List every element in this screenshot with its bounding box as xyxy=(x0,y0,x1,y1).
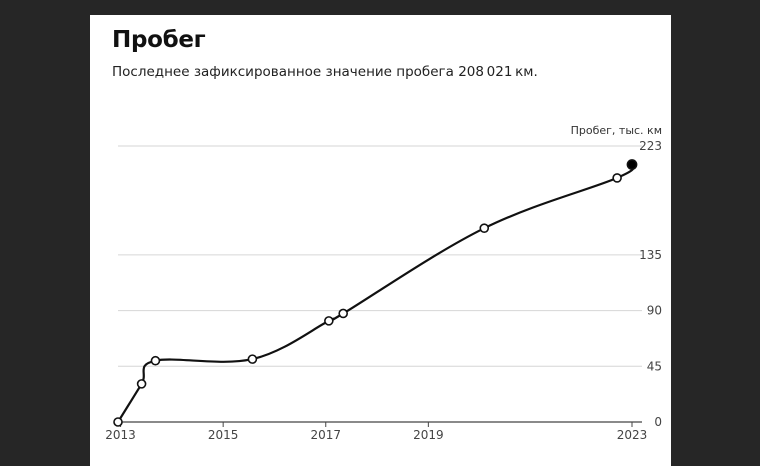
gridlines xyxy=(118,145,642,423)
data-point xyxy=(247,354,258,364)
data-point xyxy=(479,223,490,233)
data-points xyxy=(113,159,638,427)
chart-subtitle: Последнее зафиксированное значение пробе… xyxy=(112,64,538,80)
y-axis-label: Пробег, тыс. км xyxy=(571,124,662,137)
line-chart: 0 45 90 135 223 2013 2015 2017 2019 2023 Пробег,… xyxy=(105,124,662,442)
y-tick-labels: 0 45 90 135 223 xyxy=(639,139,662,429)
data-point xyxy=(136,379,147,389)
data-point xyxy=(150,355,161,366)
data-point xyxy=(338,308,348,319)
mileage-line xyxy=(116,163,635,424)
axis-tick-marks xyxy=(120,422,633,427)
data-point xyxy=(324,316,334,326)
chart-title: Пробег xyxy=(112,27,206,53)
x-tick-labels: 2013 2015 2017 2019 2023 xyxy=(105,428,647,442)
data-point xyxy=(612,173,622,183)
chart-card: Пробег Последнее зафиксированное значени… xyxy=(90,15,671,466)
x-tick-label: 2015 xyxy=(208,428,239,442)
y-tick-label: 0 xyxy=(654,415,662,429)
x-tick-label: 2023 xyxy=(617,428,648,442)
y-tick-label: 90 xyxy=(647,304,662,318)
latest-data-point xyxy=(626,159,638,170)
data-point xyxy=(113,417,123,427)
y-tick-label: 135 xyxy=(639,248,662,262)
x-tick-label: 2013 xyxy=(105,428,136,442)
y-tick-label: 45 xyxy=(647,359,662,373)
x-tick-label: 2019 xyxy=(413,428,444,442)
x-tick-label: 2017 xyxy=(310,428,341,442)
y-tick-label: 223 xyxy=(639,139,662,153)
